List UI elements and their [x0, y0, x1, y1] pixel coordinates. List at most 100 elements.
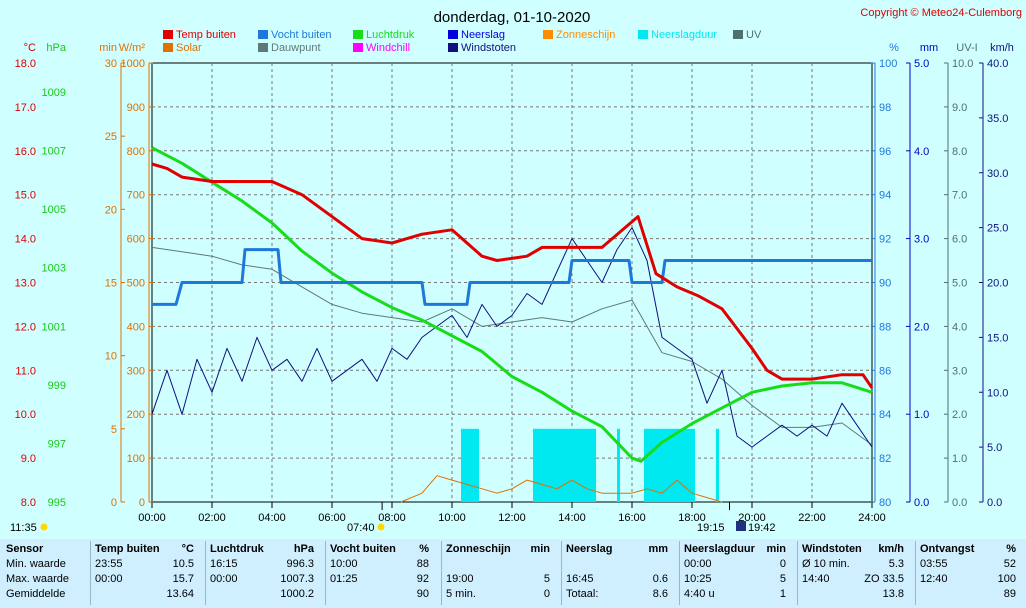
stats-row: Ø 10 min. 5.3: [802, 557, 910, 572]
x-axis: 00:00 02:00 04:00 06:00 08:00 10:00 12:00 14:00…: [10, 502, 886, 534]
left-axis-tick: 0: [111, 497, 117, 509]
x-axis-tick: 06:00: [318, 512, 346, 524]
stats-cell: 14:40: [802, 573, 830, 585]
left-axis-tick: 1007: [42, 146, 66, 158]
stats-header: Neerslagduur min: [684, 542, 792, 557]
stats-row: 19:00 5: [446, 572, 556, 587]
stats-cell: Max. waarde: [6, 573, 69, 585]
rain-duration-bar: [461, 428, 479, 502]
right-axis-tick: 98: [879, 102, 891, 114]
daylength-label: 11:35: [10, 522, 37, 534]
stats-column: Sensor Min. waarde Max. waarde Gemiddelde: [6, 539, 91, 608]
stats-cell: 16:15: [210, 558, 238, 570]
chart-axes: °C 18.0 17.0 16.0 15.0 14.0 13.0 12.0 11.0 10.0 9.…: [15, 42, 1014, 509]
left-axis-unit: hPa: [46, 42, 66, 54]
stats-row: 89: [920, 587, 1022, 602]
stats-header: Luchtdruk hPa: [210, 542, 320, 557]
sunrise-icon: [377, 523, 385, 531]
stats-row: 16:45 0.6: [566, 572, 674, 587]
legend-swatch: [163, 43, 173, 52]
wind-gust-line: [151, 227, 873, 448]
stats-row: 10:00 88: [330, 557, 435, 572]
stats-column: Neerslagduur min 00:00 0 10:25 5 4:40 u 1: [679, 539, 792, 608]
stats-column: Luchtdruk hPa 16:15 996.3 00:00 1007.3 1000.2: [205, 539, 320, 608]
chart-background: [0, 0, 1026, 539]
stats-value: 15.7: [172, 573, 194, 585]
stats-row: 5 min. 0: [446, 587, 556, 602]
stats-column: Temp buiten °C 23:55 10.5 00:00 15.7 13.64: [90, 539, 200, 608]
stats-value: 5.3: [888, 558, 904, 570]
right-axis-tick: 10.0: [987, 387, 1008, 399]
right-axis-tick: 2.0: [952, 409, 967, 421]
left-axis-tick: 15.0: [15, 190, 36, 202]
moon-icon: [736, 521, 746, 531]
left-axis-tick: 9.0: [21, 453, 36, 465]
left-axis-tick: 12.0: [15, 321, 36, 333]
stats-cell: Temp buiten: [95, 543, 160, 555]
x-axis-tick: 18:00: [678, 512, 706, 524]
sunrise-label: 07:40: [347, 522, 375, 534]
left-axis-tick: 800: [127, 146, 145, 158]
stats-value: 89: [1003, 588, 1016, 600]
stats-column: Vocht buiten% 10:00 88 01:25 92 90: [325, 539, 435, 608]
pressure-line: [151, 146, 873, 463]
right-axis-tick: 4.0: [914, 146, 929, 158]
stats-cell: Min. waarde: [6, 558, 66, 570]
stats-header: Ontvangst%: [920, 542, 1022, 557]
stats-row: 13.8: [802, 587, 910, 602]
weather-chart: donderdag, 01-10-2020 Copyright © Meteo2…: [0, 0, 1026, 539]
right-axis-tick: 3.0: [914, 234, 929, 246]
left-axis-tick: 18.0: [15, 58, 36, 70]
stats-cell: 16:45: [566, 573, 594, 585]
left-axis-unit: °C: [24, 42, 36, 54]
left-axis-tick: 1005: [42, 204, 66, 216]
stats-value: 13.64: [166, 588, 194, 600]
left-axis-tick: 30: [105, 58, 117, 70]
stats-cell: 00:00: [210, 573, 238, 585]
left-axis-tick: 11.0: [15, 365, 36, 377]
right-axis-tick: 96: [879, 146, 891, 158]
stats-value: 0.6: [652, 573, 668, 585]
stats-cell: 03:55: [920, 558, 948, 570]
right-axis-tick: 94: [879, 190, 891, 202]
stats-row: 03:55 52: [920, 557, 1022, 572]
stats-separator: [679, 541, 680, 605]
stats-value: min: [766, 543, 786, 555]
left-axis-tick: 1001: [42, 321, 66, 333]
stats-value: 100: [997, 573, 1016, 585]
stats-header: Sensor: [6, 542, 91, 557]
dewpoint-line: [151, 246, 873, 446]
legend-label: Solar: [176, 42, 202, 54]
legend-swatch: [258, 43, 268, 52]
stats-header: Vocht buiten%: [330, 542, 435, 557]
stats-value: %: [1006, 543, 1016, 555]
stats-row: [566, 557, 674, 572]
chart-title: donderdag, 01-10-2020: [434, 9, 591, 26]
stats-row: 16:15 996.3: [210, 557, 320, 572]
right-axis-tick: 5.0: [987, 442, 1002, 454]
stats-cell: Ø 10 min.: [802, 558, 850, 570]
left-axis-tick: 13.0: [15, 278, 36, 290]
left-axis-tick: 900: [127, 102, 145, 114]
stats-separator: [325, 541, 326, 605]
left-axis-tick: 995: [48, 497, 66, 509]
legend-swatch: [258, 30, 268, 39]
left-axis-tick: 500: [127, 278, 145, 290]
left-axis-tick: 0: [139, 497, 145, 509]
legend-swatch: [638, 30, 648, 39]
legend-swatch: [163, 30, 173, 39]
right-axis-tick: 86: [879, 365, 891, 377]
stats-row: 10:25 5: [684, 572, 792, 587]
legend-label: Temp buiten: [176, 29, 236, 41]
chart-plot-area: [151, 146, 874, 503]
stats-header: Neerslag mm: [566, 542, 674, 557]
stats-separator: [441, 541, 442, 605]
left-axis-tick: 10.0: [15, 409, 36, 421]
stats-header: Temp buiten °C: [95, 542, 200, 557]
left-axis-tick: 16.0: [15, 146, 36, 158]
right-axis-tick: 84: [879, 409, 891, 421]
right-axis-tick: 100: [879, 58, 897, 70]
stats-cell: Neerslagduur: [684, 543, 755, 555]
right-axis-tick: 25.0: [987, 223, 1008, 235]
